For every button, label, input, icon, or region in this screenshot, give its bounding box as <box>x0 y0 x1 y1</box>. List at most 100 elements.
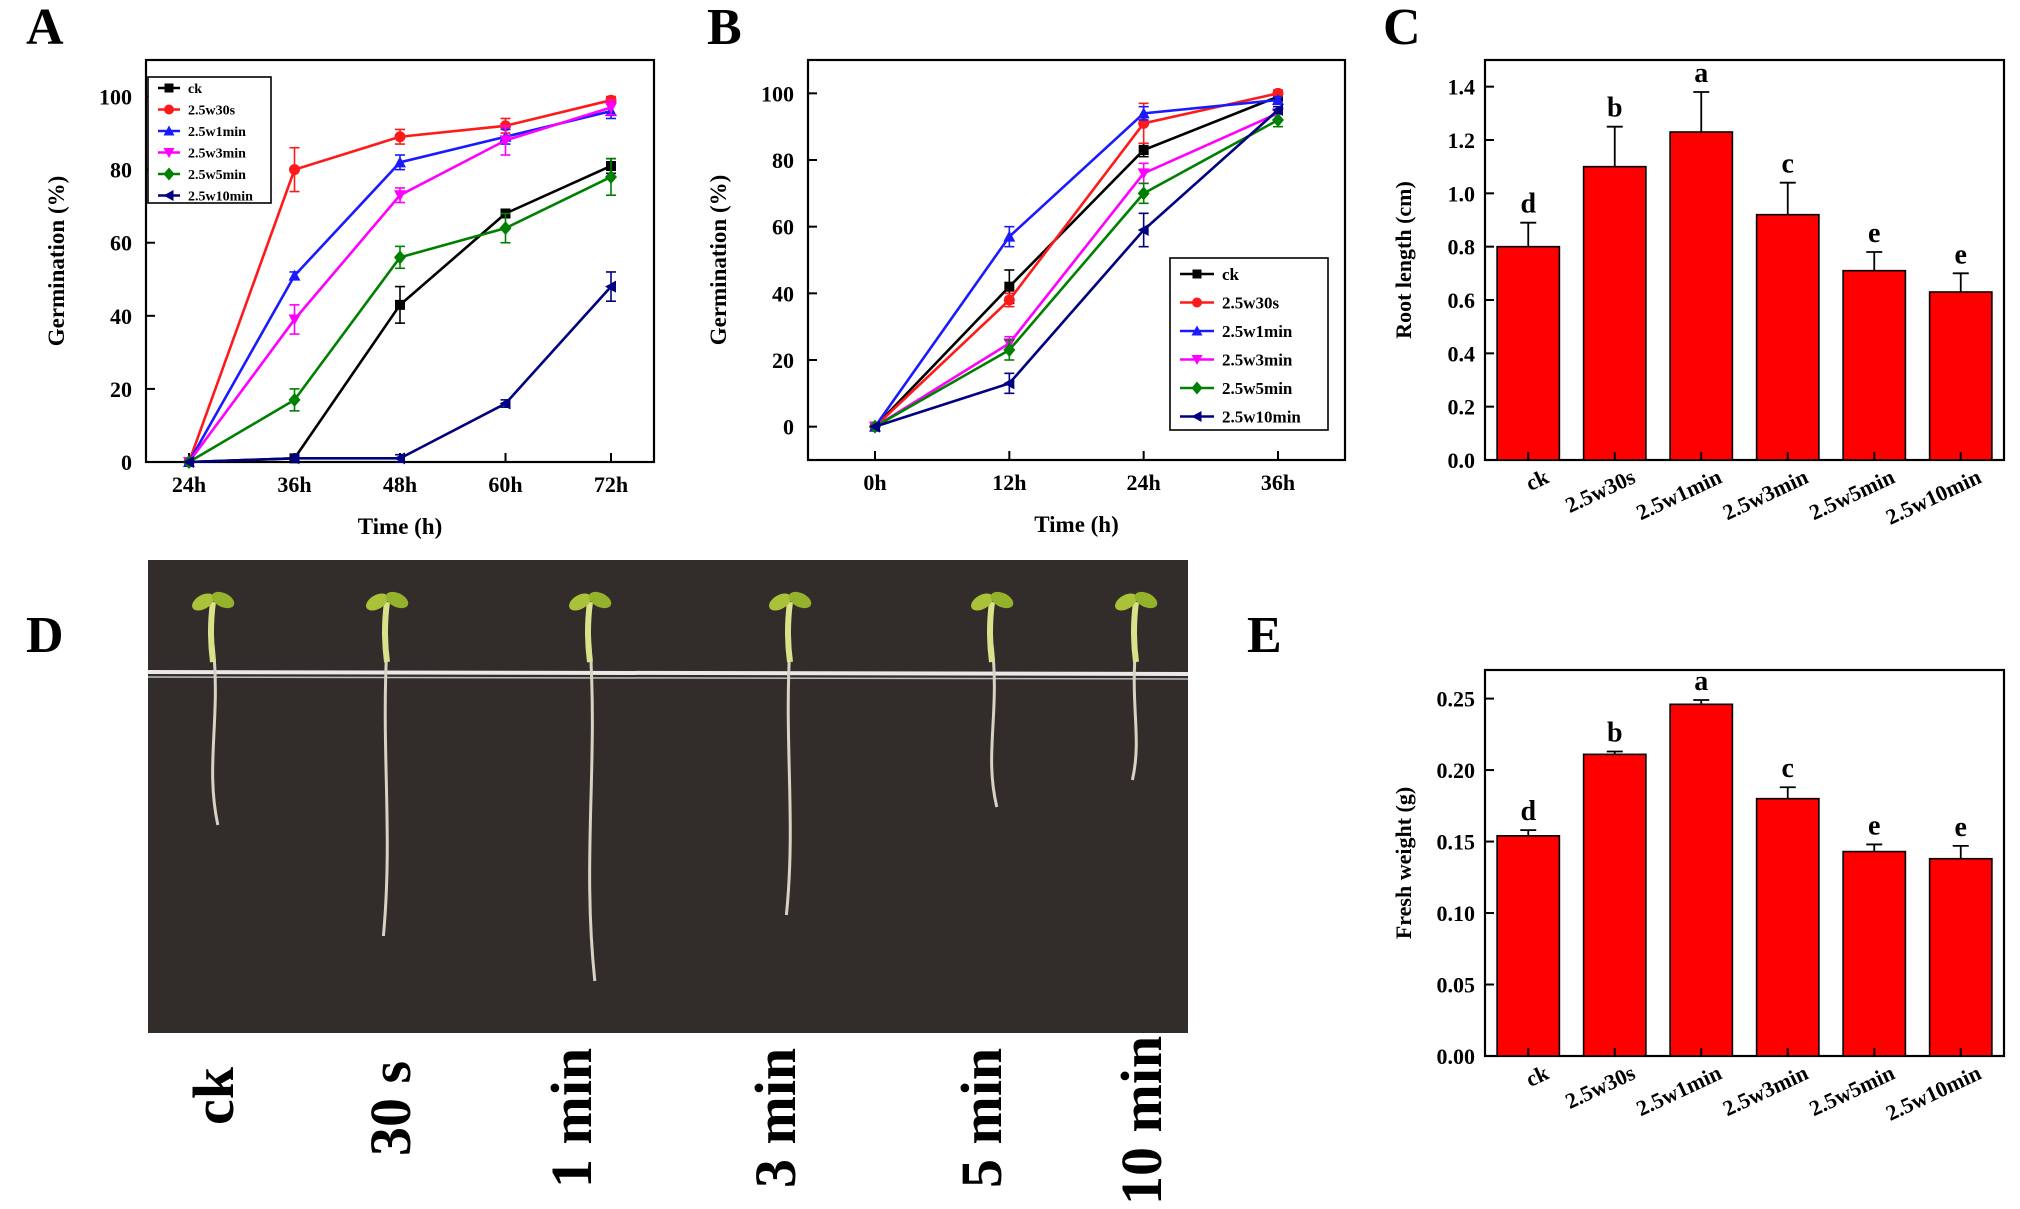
x-tick-label: 72h <box>594 472 628 497</box>
legend-marker <box>163 190 174 201</box>
data-point <box>394 156 406 168</box>
legend-marker <box>163 148 175 158</box>
cotyledon <box>569 593 591 611</box>
x-tick-label: 60h <box>488 472 522 497</box>
cotyledon <box>588 591 612 609</box>
seedling-0 <box>192 591 235 826</box>
y-tick-label: 0.10 <box>1437 901 1476 926</box>
photo-label-10min: 10 min <box>1109 1035 1174 1205</box>
root <box>1130 643 1138 781</box>
chart-c: 0.0 0.2 0.4 0.6 0.8 1.0 1.2 1.4 d ck b 2.5w30s a 2.5w… <box>1391 58 2006 530</box>
bar <box>1582 753 1647 1057</box>
significance-letter: b <box>1607 93 1623 124</box>
bar-group-2.5w5min: e <box>1842 218 1907 461</box>
y-tick-label: 100 <box>761 81 794 106</box>
data-point <box>499 221 512 236</box>
legend-label: 2.5w3min <box>1222 351 1293 370</box>
legend-label: 2.5w30s <box>1222 294 1280 313</box>
legend-label: 2.5w10min <box>188 190 253 205</box>
x-tick-label: 0h <box>863 470 886 495</box>
data-point <box>1004 281 1015 292</box>
x-tick-label: ck <box>1522 464 1553 496</box>
seedling-5 <box>1115 591 1158 781</box>
x-tick-label: ck <box>1522 1060 1553 1092</box>
legend-marker <box>163 167 175 181</box>
cotyledon <box>385 591 409 609</box>
legend-marker <box>164 83 174 93</box>
panel-letter-b: B <box>707 0 742 56</box>
cotyledon <box>769 593 791 611</box>
x-tick-label: 36h <box>1261 470 1295 495</box>
cotyledon <box>1115 593 1137 611</box>
y-tick-label: 0.8 <box>1448 235 1476 260</box>
legend-frame <box>1169 257 1329 431</box>
x-tick-label: 24h <box>1127 470 1161 495</box>
plot-frame <box>806 58 1347 462</box>
y-tick-label: 40 <box>110 304 132 329</box>
bar-group-2.5w3min: c <box>1755 149 1820 461</box>
panel-letter-e: E <box>1247 607 1282 664</box>
legend-label: 2.5w5min <box>188 168 246 183</box>
series-line <box>874 118 1279 428</box>
series-2.5w5min <box>183 157 617 469</box>
hypocotyl <box>987 601 995 663</box>
bar-group-2.5w30s: b <box>1582 717 1647 1057</box>
significance-letter: e <box>1868 218 1880 249</box>
significance-letter: e <box>1868 810 1880 841</box>
significance-letter: c <box>1782 149 1794 180</box>
cotyledon <box>971 593 993 611</box>
bar <box>1928 291 1993 461</box>
significance-letter: a <box>1694 666 1708 697</box>
legend-label: 2.5w3min <box>188 147 246 162</box>
significance-letter: b <box>1607 717 1623 748</box>
data-point <box>1272 113 1284 127</box>
y-tick-label: 60 <box>110 231 132 256</box>
cotyledon <box>192 593 214 611</box>
legend-marker <box>164 104 174 115</box>
x-tick-label: 48h <box>383 472 417 497</box>
bar <box>1842 850 1907 1057</box>
x-tick-label: 2.5w30s <box>1561 1060 1639 1114</box>
x-tick-label: 2.5w30s <box>1561 464 1639 518</box>
photo-label-5min: 5 min <box>949 1047 1014 1188</box>
root <box>381 643 389 937</box>
series-line <box>874 109 1279 428</box>
legend-label: 2.5w5min <box>1222 379 1293 398</box>
seedling-4 <box>971 591 1014 808</box>
x-tick-label: 2.5w1min <box>1632 464 1725 525</box>
bar <box>1755 213 1820 461</box>
data-point <box>499 135 512 147</box>
data-point <box>394 452 405 465</box>
bar <box>1496 835 1561 1057</box>
bar <box>1582 165 1647 461</box>
root <box>588 643 597 982</box>
significance-letter: a <box>1694 58 1708 89</box>
data-point <box>1003 294 1015 306</box>
panel-letter-a: A <box>26 0 64 56</box>
legend-marker <box>163 125 175 136</box>
legend-frame <box>147 76 272 204</box>
hypocotyl <box>1131 601 1139 663</box>
hypocotyl <box>785 601 793 663</box>
significance-letter: e <box>1955 812 1967 843</box>
legend-marker <box>1191 355 1203 365</box>
y-tick-label: 0.00 <box>1437 1044 1476 1069</box>
data-point <box>1137 224 1149 236</box>
plot-frame <box>1483 58 2006 462</box>
legend-marker <box>1191 325 1203 336</box>
chart-e: 0.00 0.05 0.10 0.15 0.20 0.25 d ck b 2.5w30s a 2.5w… <box>1391 666 2006 1126</box>
bar-group-2.5w5min: e <box>1842 810 1907 1057</box>
x-tick-label: 2.5w5min <box>1805 1060 1898 1121</box>
y-tick-label: 0.0 <box>1448 448 1476 473</box>
root <box>784 643 792 916</box>
data-point <box>1137 186 1150 201</box>
x-tick-label: 12h <box>992 470 1026 495</box>
root <box>990 643 999 808</box>
bar <box>1669 703 1734 1057</box>
data-point <box>394 131 406 143</box>
x-axis-label: Time (h) <box>1034 512 1119 537</box>
data-point <box>394 190 406 202</box>
series-line <box>873 98 1279 428</box>
series-2.5w1min <box>869 94 1284 432</box>
cotyledon <box>211 591 235 609</box>
